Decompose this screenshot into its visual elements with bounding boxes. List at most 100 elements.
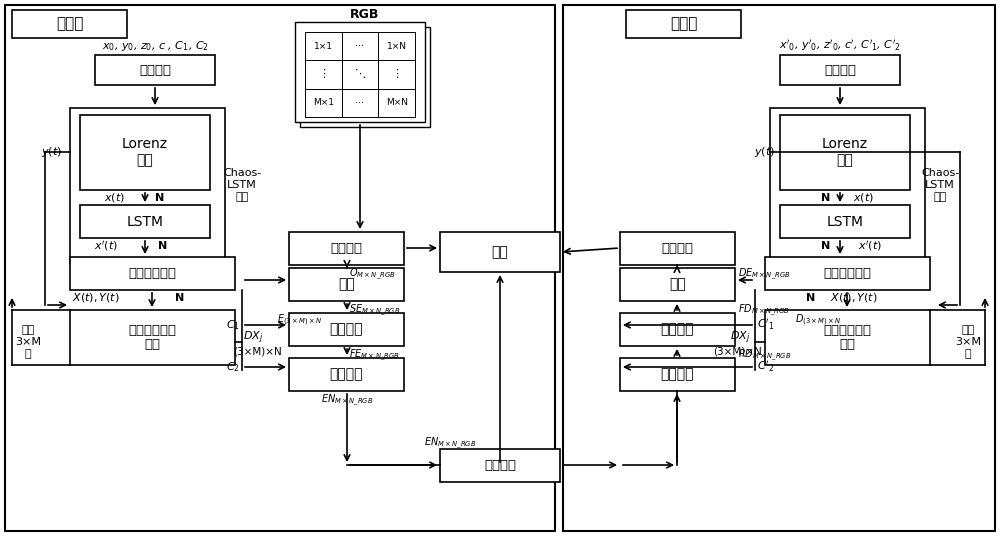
Text: (3×M)×N: (3×M)×N xyxy=(714,347,762,357)
Text: $x(t)$: $x(t)$ xyxy=(853,191,874,205)
Text: 1×N: 1×N xyxy=(387,42,407,51)
Text: 循环
3×M
次: 循环 3×M 次 xyxy=(15,325,41,359)
Text: 序列取整处理: 序列取整处理 xyxy=(128,267,176,280)
Text: Chaos-
LSTM
模型: Chaos- LSTM 模型 xyxy=(921,168,959,202)
Bar xyxy=(342,88,378,117)
Bar xyxy=(780,55,900,85)
Text: $X(t),Y(t)$: $X(t),Y(t)$ xyxy=(72,292,120,304)
Bar xyxy=(765,257,930,290)
Bar xyxy=(626,10,741,38)
Text: 循环
3×M
次: 循环 3×M 次 xyxy=(955,325,981,359)
Bar xyxy=(342,32,378,61)
Text: $C_1$: $C_1$ xyxy=(226,318,240,332)
Text: LSTM: LSTM xyxy=(126,214,164,228)
Text: Lorenz
系统: Lorenz 系统 xyxy=(822,137,868,168)
Text: 正向扩散: 正向扩散 xyxy=(661,323,694,337)
Bar xyxy=(300,27,430,127)
Text: ⋮: ⋮ xyxy=(318,70,329,79)
Bar xyxy=(289,358,404,391)
Bar xyxy=(620,358,735,391)
Text: 反向扩散: 反向扩散 xyxy=(661,368,694,382)
Text: $C'_2$: $C'_2$ xyxy=(757,360,774,375)
Text: N: N xyxy=(806,293,815,303)
Text: 加密图像: 加密图像 xyxy=(484,459,516,472)
Bar xyxy=(80,205,210,238)
Bar xyxy=(70,257,235,290)
Bar xyxy=(770,108,925,263)
Text: $C'_1$: $C'_1$ xyxy=(757,318,774,332)
Text: $O_{M\times N\_RGB}$: $O_{M\times N\_RGB}$ xyxy=(349,266,396,281)
Bar xyxy=(295,22,425,122)
Text: N: N xyxy=(821,241,830,251)
Bar xyxy=(289,268,404,301)
Bar xyxy=(378,88,415,117)
Text: Chaos-
LSTM
模型: Chaos- LSTM 模型 xyxy=(223,168,261,202)
Text: $SE_{M\times N\_RGB}$: $SE_{M\times N\_RGB}$ xyxy=(349,302,400,318)
Bar xyxy=(5,5,555,531)
Text: $C_2$: $C_2$ xyxy=(226,360,240,374)
Text: M×N: M×N xyxy=(386,98,408,107)
Text: Lorenz
系统: Lorenz 系统 xyxy=(122,137,168,168)
Text: $RD_{M\times N\_RGB}$: $RD_{M\times N\_RGB}$ xyxy=(738,347,791,362)
Bar xyxy=(95,55,215,85)
Text: $FD_{M\times N\_RGB}$: $FD_{M\times N\_RGB}$ xyxy=(738,302,790,318)
Bar xyxy=(342,61,378,88)
Text: $X(t),Y(t)$: $X(t),Y(t)$ xyxy=(830,292,878,304)
Bar xyxy=(620,268,735,301)
Text: $x'_0$, $y'_0$, $z'_0$, $c'$, $C'_1$, $C'_2$: $x'_0$, $y'_0$, $z'_0$, $c'$, $C'_1$, $C… xyxy=(779,39,901,54)
Text: $y(t)$: $y(t)$ xyxy=(754,145,775,159)
Text: $D_{(3\times M)\times N}$: $D_{(3\times M)\times N}$ xyxy=(795,312,842,327)
Bar xyxy=(80,115,210,190)
Bar xyxy=(378,61,415,88)
Text: $x'(t)$: $x'(t)$ xyxy=(94,239,118,253)
Text: $FE_{M\times N\_RGB}$: $FE_{M\times N\_RGB}$ xyxy=(349,347,400,362)
Bar xyxy=(70,310,235,365)
Text: M×1: M×1 xyxy=(313,98,334,107)
Text: 置乱: 置乱 xyxy=(669,278,686,292)
Text: 序列取整处理: 序列取整处理 xyxy=(824,267,872,280)
Bar xyxy=(305,61,342,88)
Text: $DX_j$: $DX_j$ xyxy=(730,330,750,346)
Bar xyxy=(766,104,929,267)
Text: $DE_{M\times N\_RGB}$: $DE_{M\times N\_RGB}$ xyxy=(738,266,791,281)
Bar xyxy=(620,313,735,346)
Text: 加密端: 加密端 xyxy=(56,17,83,32)
Bar xyxy=(12,10,127,38)
Bar xyxy=(305,88,342,117)
Bar xyxy=(440,449,560,482)
Text: 1×1: 1×1 xyxy=(314,42,333,51)
Bar xyxy=(765,310,930,365)
Bar xyxy=(289,232,404,265)
Text: LSTM: LSTM xyxy=(826,214,864,228)
Text: N: N xyxy=(155,193,164,203)
Text: $DX_j$: $DX_j$ xyxy=(243,330,263,346)
Text: $x(t)$: $x(t)$ xyxy=(104,191,125,205)
Text: 加密密钥: 加密密钥 xyxy=(139,63,171,77)
Bar xyxy=(440,232,560,272)
Bar xyxy=(780,115,910,190)
Bar xyxy=(620,232,735,265)
Text: 原始图像: 原始图像 xyxy=(330,242,362,255)
Text: 反向扩散: 反向扩散 xyxy=(330,368,363,382)
Text: 序列局部均值
增殖: 序列局部均值 增殖 xyxy=(824,324,872,352)
Bar xyxy=(780,205,910,238)
Bar xyxy=(289,313,404,346)
Text: RGB: RGB xyxy=(350,8,380,20)
Bar xyxy=(378,32,415,61)
Text: ···: ··· xyxy=(356,41,364,51)
Bar xyxy=(305,32,342,61)
Bar xyxy=(305,32,435,132)
Text: 正向扩散: 正向扩散 xyxy=(330,323,363,337)
Bar xyxy=(66,104,229,267)
Text: ⋮: ⋮ xyxy=(391,70,402,79)
Text: N: N xyxy=(175,293,184,303)
Text: $EN_{M\times N\_RGB}$: $EN_{M\times N\_RGB}$ xyxy=(321,392,373,407)
Text: 序列局部均值
增殖: 序列局部均值 增殖 xyxy=(128,324,176,352)
Text: $y(t)$: $y(t)$ xyxy=(41,145,62,159)
Text: ···: ··· xyxy=(356,98,364,108)
Text: 解密密钥: 解密密钥 xyxy=(824,63,856,77)
Text: $x'(t)$: $x'(t)$ xyxy=(858,239,882,253)
Text: (3×M)×N: (3×M)×N xyxy=(233,347,281,357)
Text: ⋱: ⋱ xyxy=(354,70,366,79)
Bar xyxy=(563,5,995,531)
